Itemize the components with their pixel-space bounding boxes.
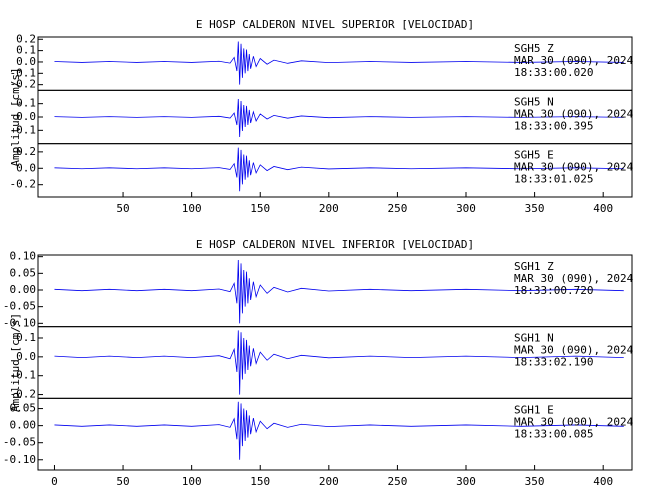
date-label: MAR 30 (090), 2024 <box>514 54 634 67</box>
x-tick-label: 350 <box>525 475 545 488</box>
y-tick-label: -0.10 <box>3 453 36 466</box>
y-tick-label: 0.05 <box>10 402 37 415</box>
trace-frame <box>37 397 633 471</box>
waveform <box>54 147 624 192</box>
x-tick-label: 150 <box>250 475 270 488</box>
station-label: SGH1 Z <box>514 260 554 273</box>
y-tick-label: 0.10 <box>10 250 37 263</box>
station-label: SGH5 N <box>514 95 554 108</box>
x-tick-label: 100 <box>182 202 202 215</box>
station-label: SGH5 Z <box>514 42 554 55</box>
waveform <box>54 330 624 395</box>
x-tick-label: 200 <box>319 202 339 215</box>
x-tick-label: 0 <box>51 475 58 488</box>
trace-frame <box>37 143 633 198</box>
waveform <box>54 98 624 138</box>
time-label: 18:33:00.020 <box>514 66 593 79</box>
time-label: 18:33:01.025 <box>514 173 593 186</box>
y-tick-label: 0.0 <box>16 350 36 363</box>
y-tick-label: 0.1 <box>16 331 36 344</box>
y-tick-label: -0.1 <box>10 123 37 136</box>
y-tick-label: -0.05 <box>3 300 36 313</box>
y-axis-label: Amplitud [cm/s] <box>9 67 22 166</box>
y-tick-label: -0.10 <box>3 316 36 329</box>
date-label: MAR 30 (090), 2024 <box>514 344 634 357</box>
date-label: MAR 30 (090), 2024 <box>514 272 634 285</box>
date-label: MAR 30 (090), 2024 <box>514 161 634 174</box>
x-tick-label: 400 <box>593 475 613 488</box>
y-tick-label: 0.00 <box>10 283 37 296</box>
time-label: 18:33:00.720 <box>514 284 593 297</box>
y-tick-label: 0.05 <box>10 266 37 279</box>
station-label: SGH5 E <box>514 149 554 162</box>
x-tick-label: 400 <box>593 202 613 215</box>
y-tick-label: -0.1 <box>10 369 37 382</box>
time-label: 18:33:00.395 <box>514 119 593 132</box>
y-tick-label: 0.0 <box>16 55 36 68</box>
date-label: MAR 30 (090), 2024 <box>514 107 634 120</box>
y-tick-label: 0.1 <box>16 44 36 57</box>
y-tick-label: -0.05 <box>3 436 36 449</box>
y-tick-label: -0.1 <box>10 66 37 79</box>
station-label: SGH1 N <box>514 332 554 345</box>
y-tick-label: 0.00 <box>10 419 37 432</box>
waveform <box>54 41 624 85</box>
x-tick-label: 100 <box>182 475 202 488</box>
time-label: 18:33:02.190 <box>514 356 593 369</box>
y-tick-label: 0.2 <box>16 32 36 45</box>
x-tick-label: 50 <box>116 202 129 215</box>
x-tick-label: 350 <box>525 202 545 215</box>
y-tick-label: -0.2 <box>10 388 37 401</box>
x-tick-label: 150 <box>250 202 270 215</box>
station-label: SGH1 E <box>514 403 554 416</box>
date-label: MAR 30 (090), 2024 <box>514 415 634 428</box>
x-tick-label: 250 <box>387 202 407 215</box>
y-tick-label: -0.2 <box>10 178 37 191</box>
waveform <box>54 401 624 460</box>
y-tick-label: 0.1 <box>16 97 36 110</box>
y-tick-label: 0.0 <box>16 161 36 174</box>
x-tick-label: 300 <box>456 475 476 488</box>
panel-title: E HOSP CALDERON NIVEL INFERIOR [VELOCIDA… <box>196 238 474 251</box>
y-tick-label: 0.0 <box>16 110 36 123</box>
y-axis-label: Amplitud [cm/s] <box>9 313 22 412</box>
y-tick-label: -0.2 <box>10 78 37 91</box>
waveform <box>54 259 624 324</box>
y-tick-label: 0.2 <box>16 145 36 158</box>
panel-title: E HOSP CALDERON NIVEL SUPERIOR [VELOCIDA… <box>196 18 474 31</box>
x-tick-label: 200 <box>319 475 339 488</box>
x-tick-label: 300 <box>456 202 476 215</box>
x-tick-label: 250 <box>387 475 407 488</box>
x-tick-label: 50 <box>116 475 129 488</box>
time-label: 18:33:00.085 <box>514 427 593 440</box>
